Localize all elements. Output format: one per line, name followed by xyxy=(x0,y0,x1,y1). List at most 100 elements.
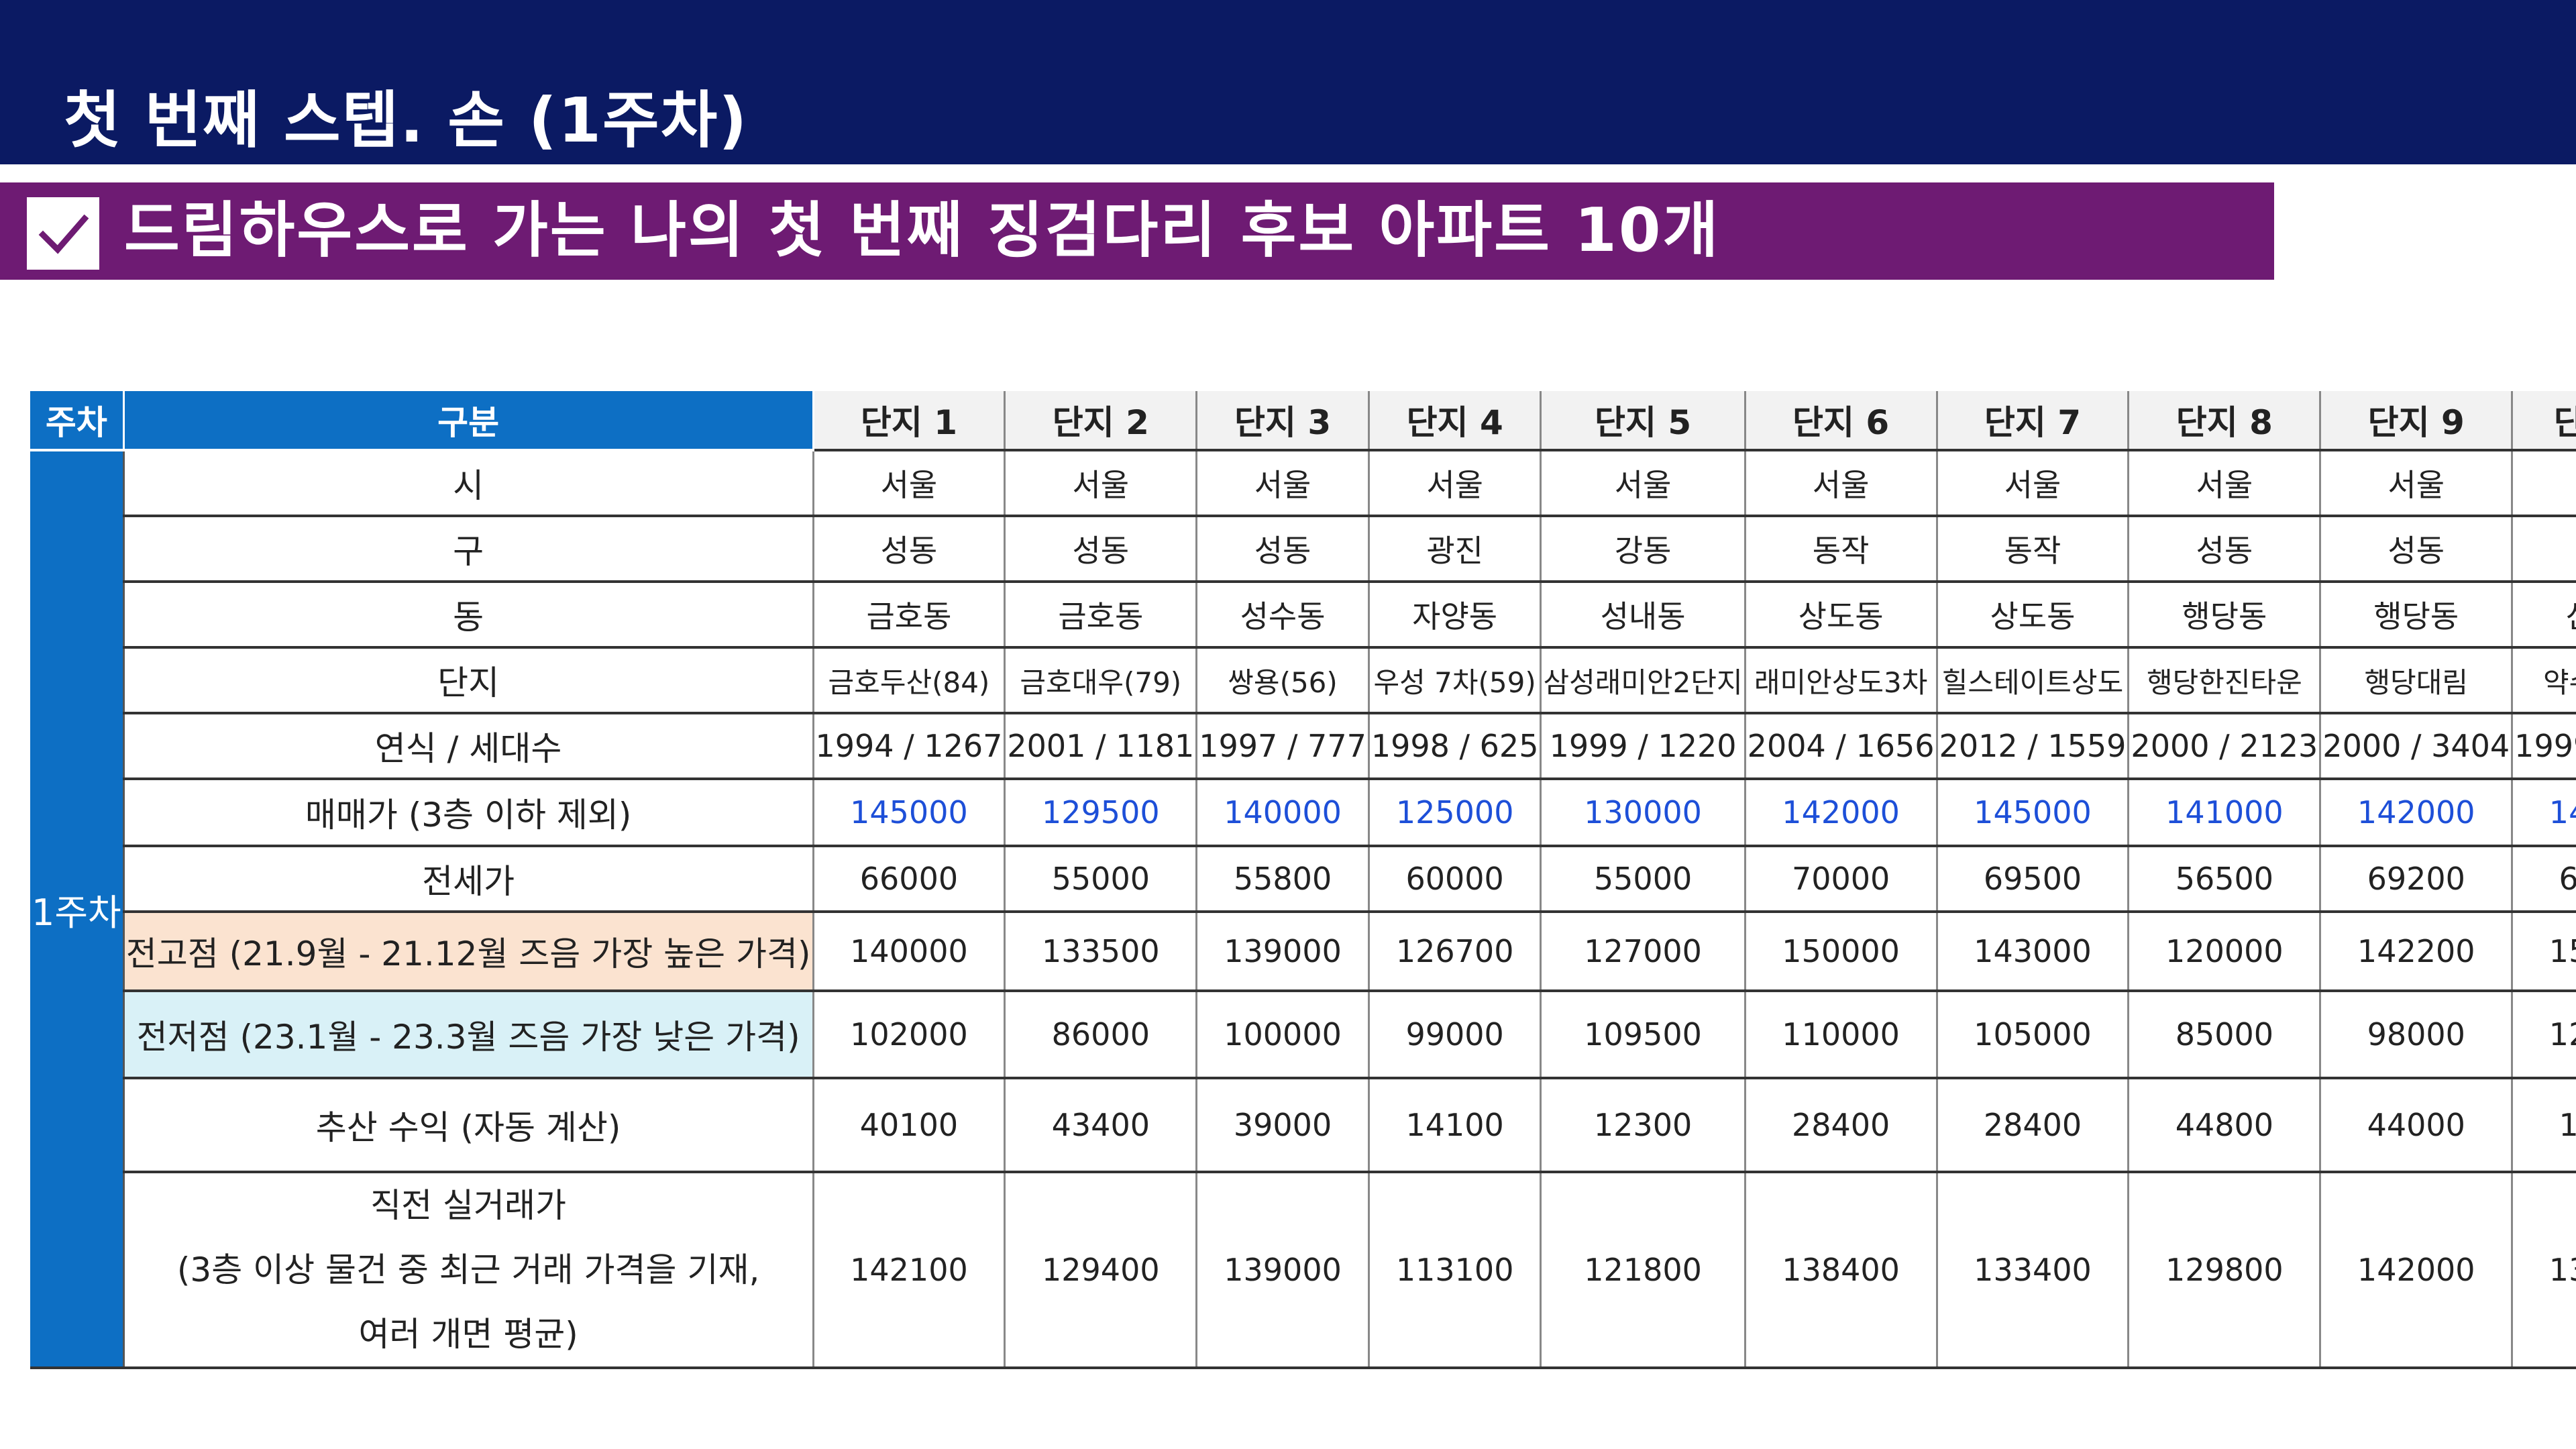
table-cell: 55000 xyxy=(1004,846,1198,913)
row-sale-price: 매매가 (3층 이하 제외) 145000 129500 140000 125000 13… xyxy=(30,779,2576,847)
table-cell: 140000 xyxy=(1196,779,1370,847)
complex-header-5: 단지 5 xyxy=(1540,391,1746,451)
row-previous-peak: 전고점 (21.9월 - 21.12월 즈음 가장 높은 가격) 140000 13… xyxy=(30,912,2576,992)
table-cell: 성동 xyxy=(813,516,1006,583)
table-cell: 70000 xyxy=(1745,846,1938,913)
table-cell: 66000 xyxy=(2512,846,2576,913)
table-cell: 131300 xyxy=(2512,1172,2576,1369)
check-icon xyxy=(27,197,99,270)
table-cell: 1999 / 1220 xyxy=(1540,713,1746,780)
table-cell: 금호동 xyxy=(813,582,1006,649)
table-cell: 래미안상도3차 xyxy=(1745,647,1938,714)
table-cell: 55800 xyxy=(1196,846,1370,913)
week-header: 주차 xyxy=(30,391,125,451)
table-cell: 39000 xyxy=(1196,1078,1370,1173)
table-cell: 서울 xyxy=(1540,450,1746,517)
table-cell: 서울 xyxy=(1196,450,1370,517)
row-city: 1주차시서울서울서울서울서울서울서울서울서울서울 xyxy=(30,450,2576,1369)
table-cell: 140000 xyxy=(2512,779,2576,847)
table-cell: 행당동 xyxy=(2320,582,2514,649)
table-cell: 신당동 xyxy=(2512,582,2576,649)
table-cell: 2000 / 2123 xyxy=(2128,713,2322,780)
row-complex-name: 단지 금호두산(84) 금호대우(79) 쌍용(56) 우성 7차(59) 삼성래미안2단… xyxy=(30,647,2576,714)
table-cell: 139000 xyxy=(1196,1172,1370,1369)
table-cell: 서울 xyxy=(2128,450,2322,517)
table-cell: 2000 / 3404 xyxy=(2320,713,2514,780)
table-cell: 힐스테이트상도 xyxy=(1937,647,2130,714)
row-label-year-households: 연식 / 세대수 xyxy=(123,713,814,780)
table-cell: 66000 xyxy=(813,846,1006,913)
table-cell: 85000 xyxy=(2128,991,2322,1079)
table-cell: 145000 xyxy=(1937,779,2130,847)
table-cell: 110000 xyxy=(1745,991,1938,1079)
table-cell: 125000 xyxy=(1368,779,1542,847)
table-cell: 120000 xyxy=(2512,991,2576,1079)
table-cell: 광진 xyxy=(1368,516,1542,583)
table-cell: 서울 xyxy=(813,450,1006,517)
table-cell: 142000 xyxy=(2320,779,2514,847)
table-cell: 69500 xyxy=(1937,846,2130,913)
table-cell: 삼성래미안2단지 xyxy=(1540,647,1746,714)
table-cell: 105000 xyxy=(1937,991,2130,1079)
table-cell: 142000 xyxy=(1745,779,1938,847)
table-cell: 쌍용(56) xyxy=(1196,647,1370,714)
row-previous-trough: 전저점 (23.1월 - 23.3월 즈음 가장 낮은 가격) 102000 860… xyxy=(30,991,2576,1079)
subtitle-text: 드림하우스로 가는 나의 첫 번째 징검다리 후보 아파트 10개 xyxy=(124,195,1721,266)
table-cell: 109500 xyxy=(1540,991,1746,1079)
table-cell: 142000 xyxy=(2320,1172,2514,1369)
subtitle-bar: 드림하우스로 가는 나의 첫 번째 징검다리 후보 아파트 10개 xyxy=(0,182,2274,280)
table-cell: 150000 xyxy=(1745,912,1938,992)
table-cell: 2012 / 1559 xyxy=(1937,713,2130,780)
table-cell: 행당동 xyxy=(2128,582,2322,649)
table-cell: 129400 xyxy=(1004,1172,1198,1369)
table-cell: 1997 / 777 xyxy=(1196,713,1370,780)
row-label-jeonse-price: 전세가 xyxy=(123,846,814,913)
complex-header-2: 단지 2 xyxy=(1004,391,1198,451)
category-header: 구분 xyxy=(123,391,814,451)
table-header-row: 주차 구분 단지 1 단지 2 단지 3 단지 4 단지 5 단지 6 단지 7 단지 8 단지… xyxy=(30,391,2576,451)
table-cell: 약수하이츠 xyxy=(2512,647,2576,714)
table-cell: 129500 xyxy=(1004,779,1198,847)
table-cell: 성동 xyxy=(1196,516,1370,583)
row-label-line: 여러 개면 평균) xyxy=(358,1315,578,1354)
table-cell: 2004 / 1656 xyxy=(1745,713,1938,780)
table-cell: 성동 xyxy=(2320,516,2514,583)
table-cell: 중구 xyxy=(2512,516,2576,583)
row-label-district: 구 xyxy=(123,516,814,583)
table-cell: 성수동 xyxy=(1196,582,1370,649)
table-cell: 성동 xyxy=(1004,516,1198,583)
table-cell: 43400 xyxy=(1004,1078,1198,1173)
table-cell: 121800 xyxy=(1540,1172,1746,1369)
row-label-complex-name: 단지 xyxy=(123,647,814,714)
table-cell: 2001 / 1181 xyxy=(1004,713,1198,780)
header-bar: 첫 번째 스텝. 손 (1주차) xyxy=(0,0,2576,164)
table-cell: 40100 xyxy=(813,1078,1006,1173)
table-cell: 1998 / 625 xyxy=(1368,713,1542,780)
row-jeonse-price: 전세가 66000 55000 55800 60000 55000 70000 69500 56… xyxy=(30,846,2576,913)
row-estimated-profit: 추산 수익 (자동 계산) 40100 43400 39000 14100 12300 28… xyxy=(30,1078,2576,1173)
table-cell: 11300 xyxy=(2512,1078,2576,1173)
table-cell: 서울 xyxy=(1368,450,1542,517)
table-cell: 142200 xyxy=(2320,912,2514,992)
table-cell: 126700 xyxy=(1368,912,1542,992)
table-cell: 자양동 xyxy=(1368,582,1542,649)
table-cell: 28400 xyxy=(1745,1078,1938,1173)
table-cell: 금호두산(84) xyxy=(813,647,1006,714)
row-label-previous-peak: 전고점 (21.9월 - 21.12월 즈음 가장 높은 가격) xyxy=(123,912,814,992)
table-cell: 상도동 xyxy=(1937,582,2130,649)
complex-header-7: 단지 7 xyxy=(1937,391,2130,451)
table-cell: 서울 xyxy=(1004,450,1198,517)
table-cell: 102000 xyxy=(813,991,1006,1079)
table-cell: 138400 xyxy=(1745,1172,1938,1369)
table-cell: 우성 7차(59) xyxy=(1368,647,1542,714)
complex-header-4: 단지 4 xyxy=(1368,391,1542,451)
table-cell: 1999 / 2282 xyxy=(2512,713,2576,780)
row-district: 구성동성동성동광진강동동작동작성동성동중구 xyxy=(30,516,2576,583)
table-cell: 금호대우(79) xyxy=(1004,647,1198,714)
complex-header-6: 단지 6 xyxy=(1745,391,1938,451)
table-cell: 86000 xyxy=(1004,991,1198,1079)
table-cell: 성동 xyxy=(2128,516,2322,583)
table-cell: 금호동 xyxy=(1004,582,1198,649)
table-cell: 동작 xyxy=(1745,516,1938,583)
table-cell: 100000 xyxy=(1196,991,1370,1079)
